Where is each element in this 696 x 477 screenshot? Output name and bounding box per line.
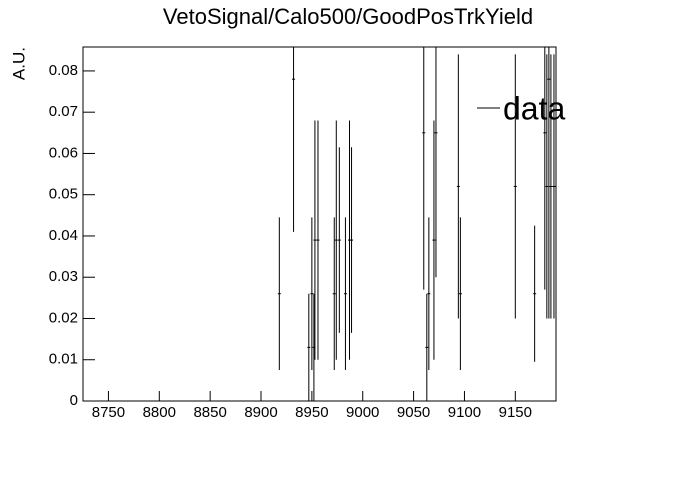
y-tick-label: 0.07: [49, 103, 78, 120]
x-tick-label: 9050: [397, 404, 430, 421]
y-tick-label: 0.06: [49, 144, 78, 161]
x-tick-label: 9000: [346, 404, 379, 421]
y-tick-label: 0.01: [49, 351, 78, 368]
plot-frame: [82, 46, 557, 402]
x-tick-label: 8950: [295, 404, 328, 421]
y-tick-label: 0.03: [49, 268, 78, 285]
y-axis-label: A.U.: [9, 47, 28, 80]
x-tick-label: 8900: [244, 404, 277, 421]
chart-title: VetoSignal/Calo500/GoodPosTrkYield: [163, 4, 533, 29]
x-tick-label: 9150: [499, 404, 532, 421]
y-tick-label: 0.08: [49, 62, 78, 79]
x-tick-label: 8850: [193, 404, 226, 421]
x-tick-label: 8750: [92, 404, 125, 421]
y-tick-label: 0: [70, 392, 78, 409]
y-tick-label: 0.05: [49, 186, 78, 203]
y-tick-label: 0.04: [49, 227, 78, 244]
x-tick-label: 9100: [448, 404, 481, 421]
y-tick-label: 0.02: [49, 309, 78, 326]
legend-label: data: [503, 90, 565, 126]
x-tick-label: 8800: [143, 404, 176, 421]
